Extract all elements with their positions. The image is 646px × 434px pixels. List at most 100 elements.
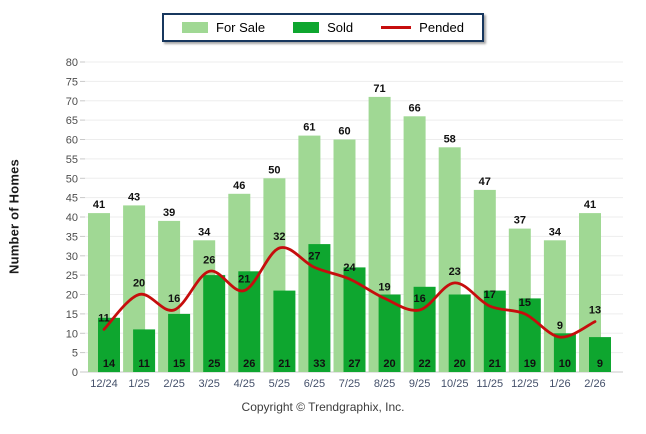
for-sale-value-label: 66 bbox=[409, 102, 421, 114]
sold-value-label: 11 bbox=[138, 358, 150, 370]
x-axis-label: 4/25 bbox=[234, 378, 255, 390]
y-tick-label: 35 bbox=[66, 231, 78, 243]
sold-value-label: 14 bbox=[103, 358, 116, 370]
sold-bar bbox=[448, 294, 471, 372]
sold-value-label: 21 bbox=[278, 358, 290, 370]
for-sale-value-label: 50 bbox=[268, 164, 280, 176]
x-axis-label: 9/25 bbox=[409, 378, 430, 390]
sold-bar bbox=[98, 317, 120, 373]
sold-bar bbox=[343, 267, 366, 372]
sold-value-label: 19 bbox=[524, 358, 536, 370]
sold-bar bbox=[483, 290, 506, 372]
legend-label-pended: Pended bbox=[419, 20, 464, 35]
x-axis-label: 3/25 bbox=[198, 378, 219, 390]
legend-item-pended: Pended bbox=[381, 20, 464, 35]
sold-bar bbox=[168, 313, 191, 372]
legend-item-sold: Sold bbox=[293, 20, 353, 35]
sold-value-label: 10 bbox=[559, 358, 571, 370]
pended-value-label: 13 bbox=[589, 305, 601, 317]
sold-bar bbox=[553, 333, 576, 373]
for-sale-swatch-icon bbox=[182, 22, 208, 33]
for-sale-value-label: 34 bbox=[198, 226, 211, 238]
copyright-text: Copyright © Trendgraphix, Inc. bbox=[241, 400, 405, 414]
sold-value-label: 20 bbox=[454, 358, 466, 370]
y-tick-label: 75 bbox=[66, 76, 78, 88]
x-axis-label: 1/25 bbox=[128, 378, 149, 390]
y-tick-label: 65 bbox=[66, 115, 78, 127]
sold-bar bbox=[589, 337, 611, 372]
sold-bar bbox=[308, 244, 331, 372]
sold-bar bbox=[518, 298, 541, 372]
y-tick-label: 10 bbox=[66, 328, 78, 340]
sold-value-label: 26 bbox=[243, 358, 255, 370]
for-sale-value-label: 41 bbox=[93, 199, 105, 211]
x-axis-label: 11/25 bbox=[476, 378, 503, 390]
sold-bar bbox=[133, 329, 156, 372]
for-sale-value-label: 41 bbox=[584, 199, 596, 211]
x-axis-label: 2/25 bbox=[163, 378, 184, 390]
sold-value-label: 21 bbox=[489, 358, 501, 370]
for-sale-value-label: 34 bbox=[549, 226, 562, 238]
sold-value-label: 33 bbox=[313, 358, 325, 370]
sold-bar bbox=[203, 275, 226, 372]
for-sale-value-label: 43 bbox=[128, 191, 140, 203]
y-tick-label: 60 bbox=[66, 135, 78, 147]
pended-value-label: 11 bbox=[98, 312, 110, 324]
y-tick-label: 25 bbox=[66, 270, 78, 282]
y-tick-label: 70 bbox=[66, 96, 78, 108]
legend-item-for-sale: For Sale bbox=[182, 20, 265, 35]
y-tick-label: 30 bbox=[66, 251, 78, 263]
y-tick-label: 15 bbox=[66, 309, 78, 321]
x-axis-label: 2/26 bbox=[584, 378, 605, 390]
sold-value-label: 25 bbox=[208, 358, 220, 370]
pended-value-label: 19 bbox=[378, 281, 390, 293]
pended-line-swatch-icon bbox=[381, 26, 412, 29]
y-tick-label: 0 bbox=[72, 367, 78, 379]
sold-bar bbox=[413, 286, 436, 373]
pended-value-label: 21 bbox=[238, 274, 250, 286]
y-tick-label: 80 bbox=[66, 57, 78, 69]
y-tick-label: 40 bbox=[66, 212, 78, 224]
sold-bar bbox=[273, 290, 296, 372]
sold-value-label: 15 bbox=[173, 358, 185, 370]
pended-value-label: 24 bbox=[343, 262, 356, 274]
pended-value-label: 23 bbox=[449, 266, 461, 278]
x-axis-label: 8/25 bbox=[374, 378, 395, 390]
for-sale-value-label: 61 bbox=[303, 122, 315, 134]
sold-bar bbox=[378, 294, 401, 372]
for-sale-value-label: 47 bbox=[479, 176, 491, 188]
x-axis-label: 1/26 bbox=[549, 378, 570, 390]
x-axis-label: 12/24 bbox=[90, 378, 118, 390]
chart-canvas: 0 5 10 15 20 25 30 35 40 45 50 55 60 65 70 75 80 41 14 11 12… bbox=[66, 57, 623, 390]
x-axis-label: 5/25 bbox=[269, 378, 290, 390]
y-tick-label: 50 bbox=[66, 173, 78, 185]
x-axis-label: 7/25 bbox=[339, 378, 360, 390]
y-tick-label: 45 bbox=[66, 193, 78, 205]
for-sale-value-label: 37 bbox=[514, 215, 526, 227]
pended-value-label: 26 bbox=[203, 254, 215, 266]
x-axis-label: 6/25 bbox=[304, 378, 325, 390]
y-tick-label: 55 bbox=[66, 154, 78, 166]
pended-value-label: 17 bbox=[484, 289, 496, 301]
for-sale-value-label: 60 bbox=[338, 126, 350, 138]
x-axis-label: 10/25 bbox=[441, 378, 469, 390]
for-sale-value-label: 46 bbox=[233, 180, 245, 192]
pended-value-label: 32 bbox=[273, 231, 285, 243]
y-tick-label: 5 bbox=[72, 348, 78, 360]
for-sale-value-label: 71 bbox=[373, 83, 385, 95]
pended-line bbox=[102, 246, 597, 339]
x-axis-label: 12/25 bbox=[511, 378, 539, 390]
sold-value-label: 9 bbox=[597, 358, 603, 370]
legend-label-for-sale: For Sale bbox=[216, 20, 266, 35]
pended-value-label: 15 bbox=[519, 297, 531, 309]
sold-value-label: 20 bbox=[383, 358, 395, 370]
sold-bar bbox=[238, 271, 261, 373]
legend-label-sold: Sold bbox=[327, 20, 354, 35]
sold-swatch-icon bbox=[293, 22, 320, 33]
pended-value-label: 9 bbox=[557, 320, 563, 332]
sold-value-label: 22 bbox=[419, 358, 431, 370]
for-sale-bar bbox=[579, 213, 601, 372]
sold-value-label: 27 bbox=[348, 358, 360, 370]
pended-value-label: 16 bbox=[414, 293, 426, 305]
